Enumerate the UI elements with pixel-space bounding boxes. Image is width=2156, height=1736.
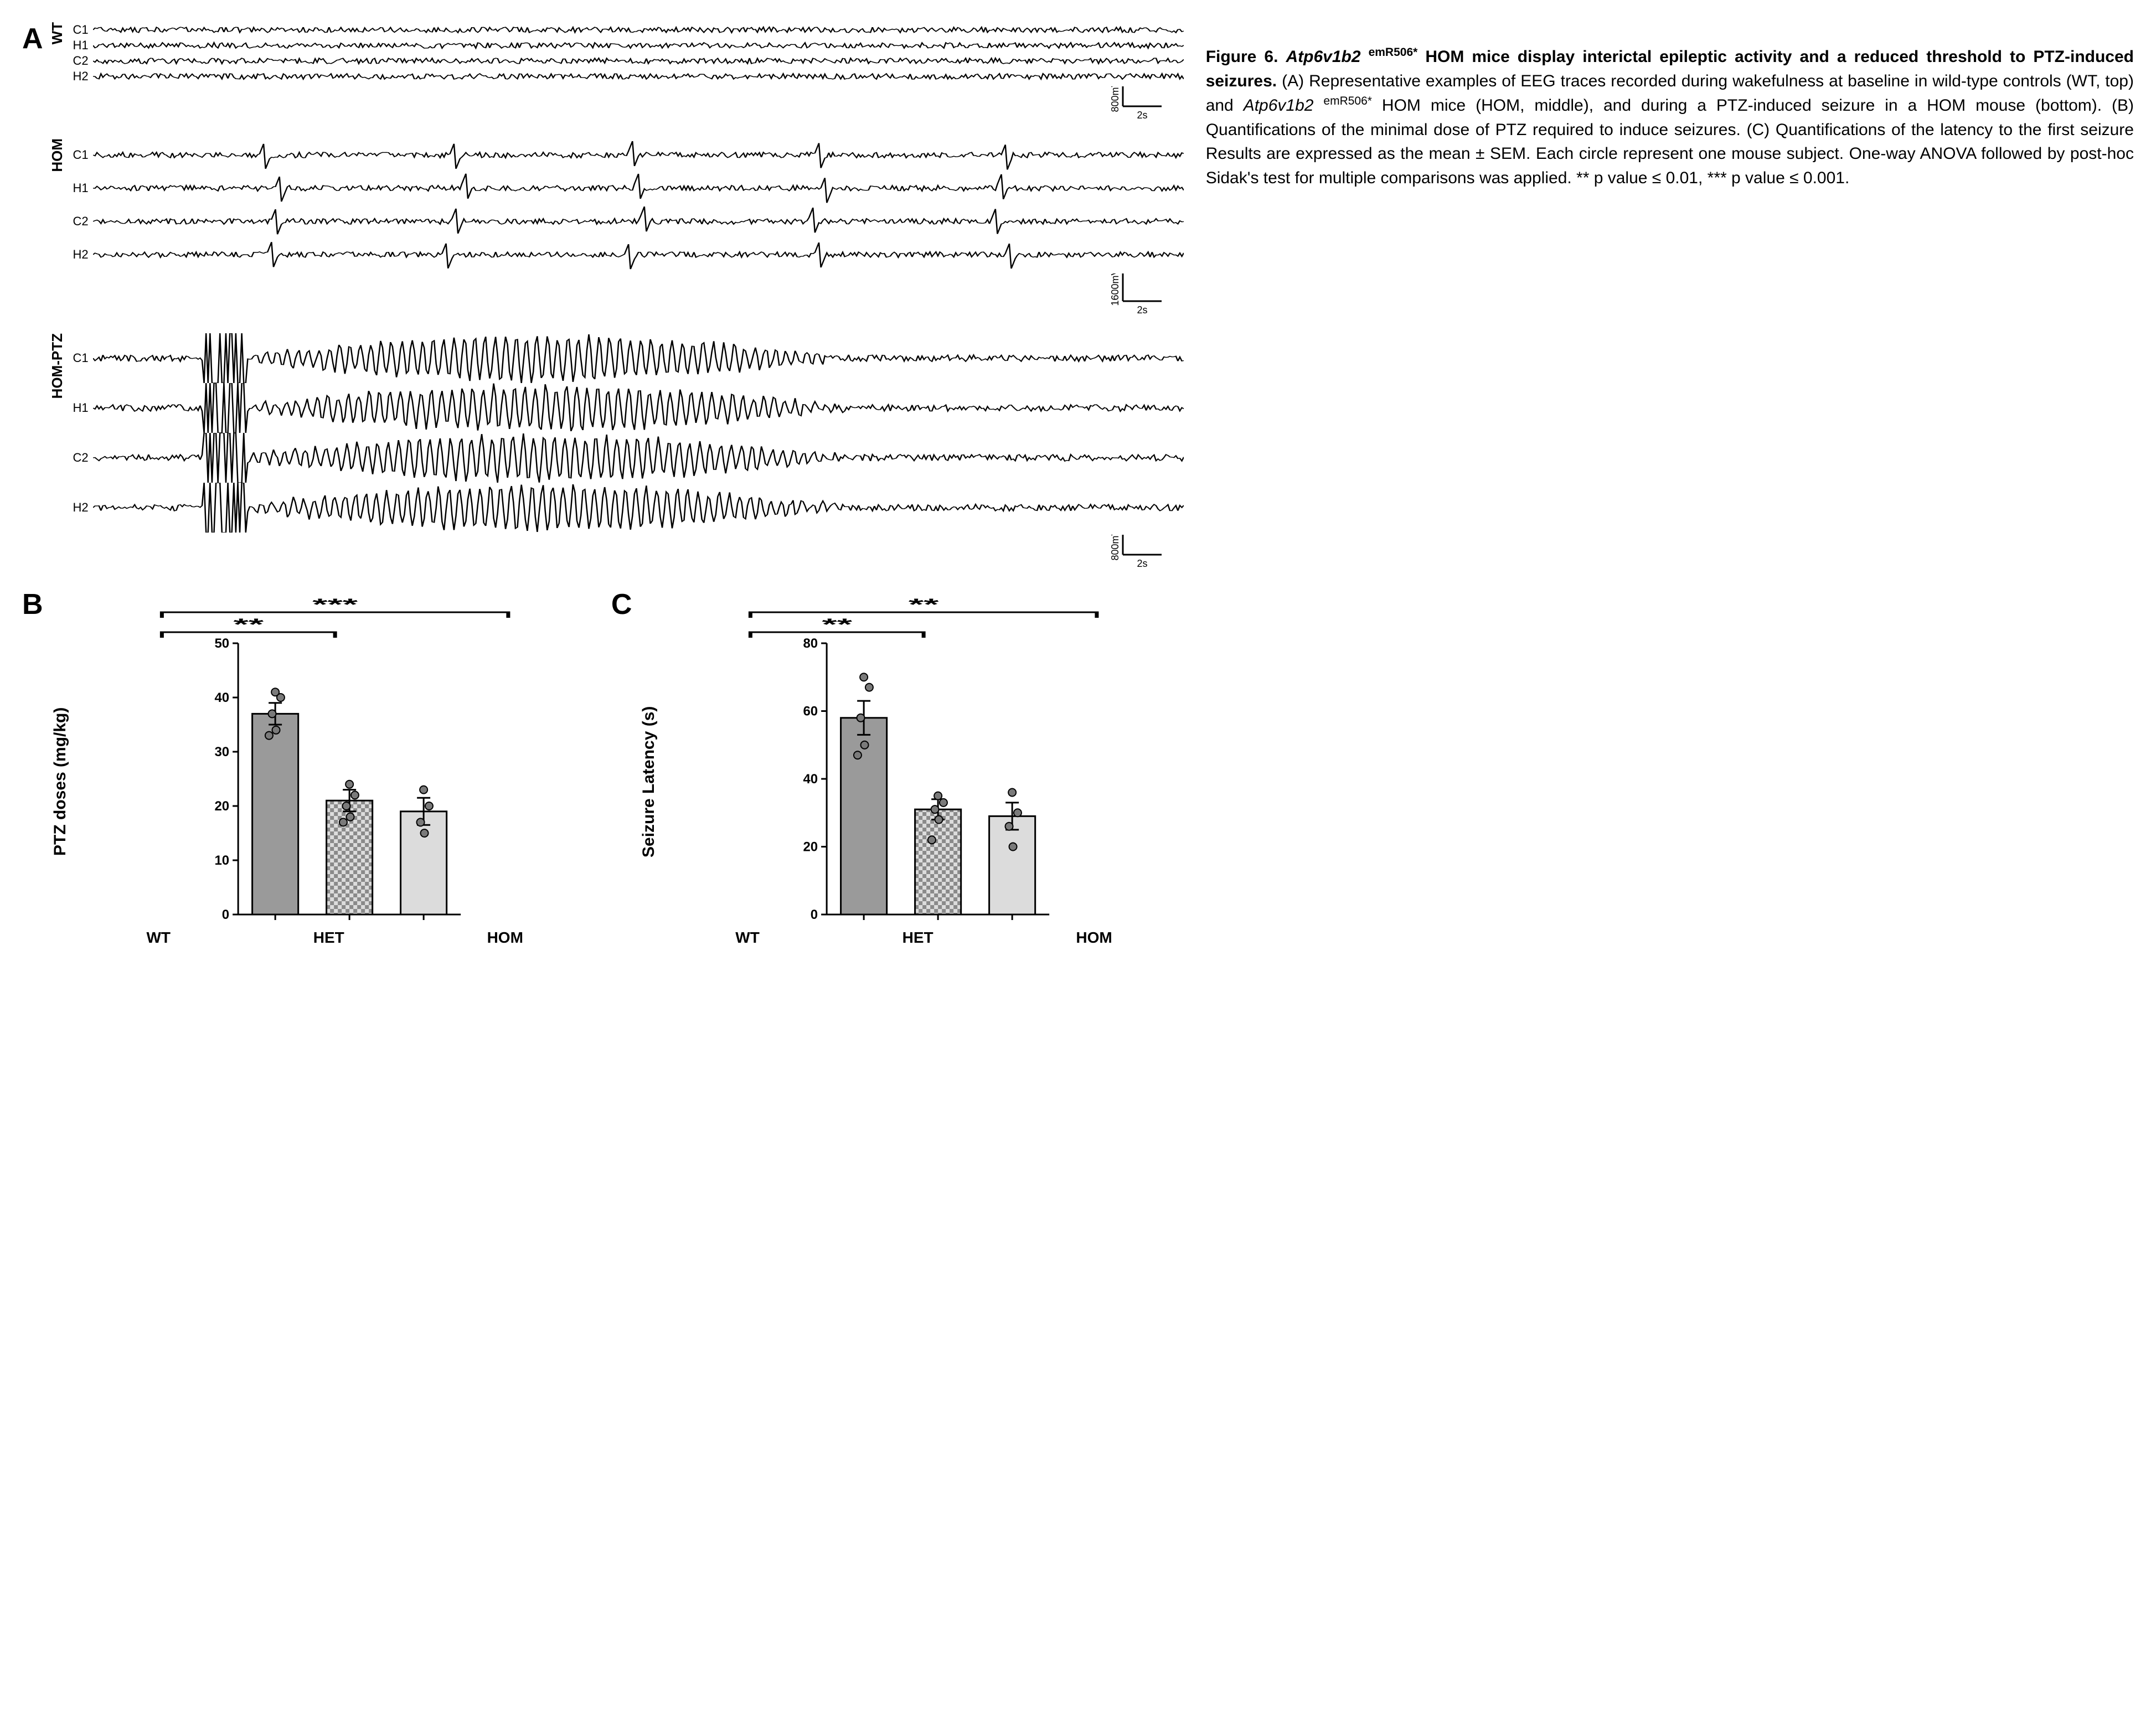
figure-caption-column: Figure 6. Atp6v1b2 emR506* HOM mice disp… — [1206, 22, 2134, 947]
channel-label: C1 — [68, 23, 89, 37]
svg-text:**: ** — [909, 595, 939, 613]
channel-label: H1 — [68, 401, 89, 415]
caption-gene-1: Atp6v1b2 — [1286, 48, 1360, 66]
eeg-group-label: HOM-PTZ — [49, 333, 68, 399]
scale-bar: 800mV 2s — [1106, 86, 1178, 123]
svg-text:2s: 2s — [1137, 110, 1147, 121]
caption-body-2: HOM mice (HOM, middle), and during a PTZ… — [1206, 96, 2134, 187]
panel-label-C: C — [611, 588, 632, 621]
eeg-group-WT: WTC1H1C2H2 800mV 2s — [49, 22, 1184, 123]
svg-text:30: 30 — [214, 745, 229, 760]
chartC-xcats: WT HET HOM — [637, 929, 1183, 947]
channel-label: H1 — [68, 181, 89, 195]
xcat-label: HET — [313, 929, 344, 947]
xcat-label: HOM — [487, 929, 523, 947]
trace-row: H1 — [68, 38, 1184, 53]
svg-text:40: 40 — [214, 690, 229, 705]
channel-label: H2 — [68, 69, 89, 84]
trace-row: C2 — [68, 433, 1184, 483]
eeg-group-label: HOM — [49, 138, 68, 172]
channel-label: H1 — [68, 38, 89, 53]
trace-row: C1 — [68, 22, 1184, 38]
trace-row: C1 — [68, 333, 1184, 383]
trace-row: H1 — [68, 383, 1184, 433]
chartB-ylabel: PTZ doses (mg/kg) — [49, 638, 72, 926]
trace-row: C2 — [68, 53, 1184, 69]
svg-text:800mV: 800mV — [1110, 86, 1121, 112]
eeg-group-label: WT — [49, 22, 68, 44]
svg-text:20: 20 — [803, 840, 818, 855]
chartC-ylabel: Seizure Latency (s) — [637, 638, 661, 926]
left-column: A WTC1H1C2H2800mV2sHOMC1H1C2H21600mV2sHO… — [22, 22, 1184, 947]
svg-text:**: ** — [822, 615, 853, 633]
svg-text:2s: 2s — [1137, 558, 1147, 569]
caption-allele-1: emR506* — [1369, 46, 1418, 59]
panel-label-B: B — [22, 588, 43, 621]
xcat-label: WT — [735, 929, 760, 947]
svg-text:40: 40 — [803, 772, 818, 787]
channel-label: C1 — [68, 148, 89, 162]
svg-text:50: 50 — [214, 638, 229, 651]
trace-row: H2 — [68, 69, 1184, 84]
xcat-label: HOM — [1076, 929, 1112, 947]
svg-text:80: 80 — [803, 638, 818, 651]
panel-A-eeg: WTC1H1C2H2800mV2sHOMC1H1C2H21600mV2sHOM-… — [49, 22, 1184, 571]
scale-bar: 800mV 2s — [1106, 535, 1178, 571]
scale-bar: 1600mV 2s — [1106, 273, 1178, 318]
svg-text:800mV: 800mV — [1110, 535, 1121, 561]
eeg-group-HOM: HOMC1 H1 C2 H2 1600mV 2s — [49, 138, 1184, 318]
figure-6: A WTC1H1C2H2800mV2sHOMC1H1C2H21600mV2sHO… — [22, 22, 2134, 947]
svg-text:**: ** — [233, 615, 264, 633]
panel-B: B ***** PTZ doses (mg/kg) 01020304050 WT… — [22, 588, 595, 947]
figure-caption: Figure 6. Atp6v1b2 emR506* HOM mice disp… — [1206, 44, 2134, 190]
trace-row: H2 — [68, 483, 1184, 533]
panel-C: C ** ** Seizure Latency (s) 0 20 40 60 80 WT H… — [611, 588, 1184, 947]
eeg-group-HOM-PTZ: HOM-PTZC1 H1 C2 H2 800mV 2s — [49, 333, 1184, 571]
xcat-label: WT — [146, 929, 171, 947]
channel-label: H2 — [68, 247, 89, 262]
chartB-xcats: WT HET HOM — [49, 929, 595, 947]
svg-text:0: 0 — [811, 907, 818, 922]
trace-row: C2 — [68, 205, 1184, 238]
panel-label-A: A — [22, 22, 43, 571]
caption-allele-2: emR506* — [1323, 95, 1372, 107]
chartB-significance: ***** — [49, 588, 595, 638]
trace-row: C1 — [68, 138, 1184, 172]
svg-text:0: 0 — [221, 907, 229, 922]
channel-label: H2 — [68, 500, 89, 515]
svg-text:10: 10 — [214, 853, 229, 868]
svg-text:60: 60 — [803, 704, 818, 719]
channel-label: C2 — [68, 214, 89, 229]
chartB-plot: 0 10 20 30 40 50 — [72, 638, 595, 926]
channel-label: C2 — [68, 451, 89, 465]
svg-text:***: *** — [312, 595, 358, 613]
caption-fignum: Figure 6. — [1206, 48, 1278, 66]
channel-label: C2 — [68, 54, 89, 68]
svg-text:20: 20 — [214, 799, 229, 814]
svg-text:1600mV: 1600mV — [1110, 273, 1121, 306]
xcat-label: HET — [902, 929, 933, 947]
trace-row: H1 — [68, 172, 1184, 205]
chartC-significance: ** ** — [637, 588, 1183, 638]
panels-BC-row: B ***** PTZ doses (mg/kg) 01020304050 WT… — [22, 588, 1184, 947]
chartC-plot: 0 20 40 60 80 — [661, 638, 1183, 926]
caption-gene-2: Atp6v1b2 — [1244, 96, 1314, 115]
channel-label: C1 — [68, 351, 89, 365]
svg-text:2s: 2s — [1137, 304, 1147, 316]
trace-row: H2 — [68, 238, 1184, 271]
